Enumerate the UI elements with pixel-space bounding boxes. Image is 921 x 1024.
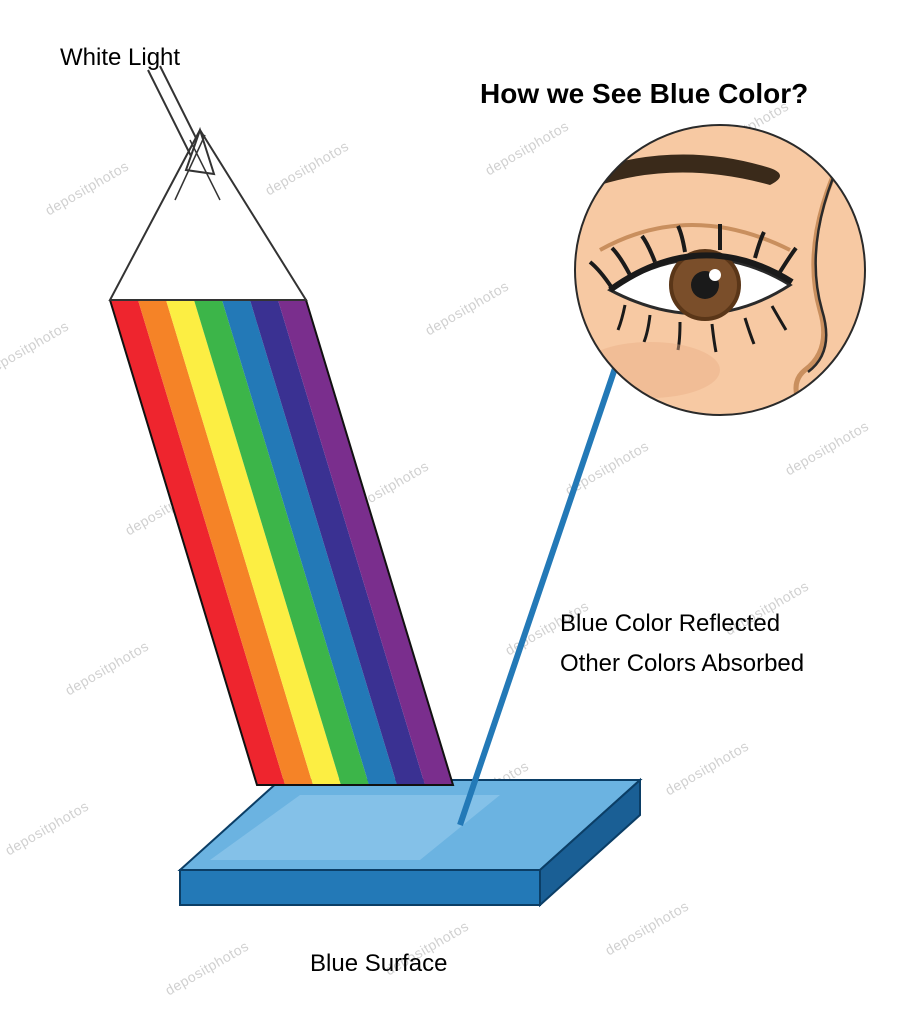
reflected-blue-arrow [460, 310, 646, 825]
spectrum-beam [110, 300, 453, 785]
white-light-label: White Light [60, 44, 180, 72]
white-light-arrow [148, 66, 220, 200]
diagram-title: How we See Blue Color? [480, 78, 808, 110]
reflected-label-1: Blue Color Reflected [560, 610, 780, 638]
eye-illustration [575, 125, 865, 415]
reflected-label-2: Other Colors Absorbed [560, 650, 804, 678]
diagram-scene [0, 0, 921, 1024]
blue-surface-slab [180, 780, 640, 905]
blue-surface-label: Blue Surface [310, 950, 447, 978]
